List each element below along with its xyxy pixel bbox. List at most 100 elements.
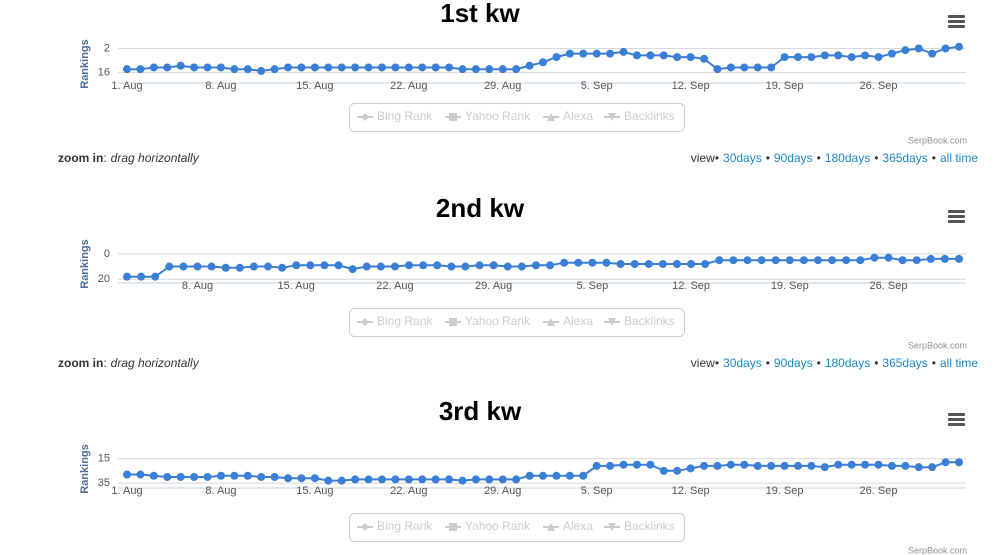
zoom-hint: drag horizontally — [111, 356, 200, 370]
range-link[interactable]: 180days — [825, 356, 870, 370]
x-tick-label: 22. Aug — [390, 485, 427, 497]
data-point — [632, 51, 641, 60]
legend-item[interactable]: Bing Rank — [357, 314, 433, 328]
legend-item[interactable]: Yahoo Rank — [445, 519, 531, 533]
range-link[interactable]: 30days — [723, 356, 762, 370]
x-tick-label: 8. Aug — [205, 485, 236, 497]
legend-item[interactable]: Backlinks — [604, 109, 675, 123]
data-point — [475, 261, 484, 270]
data-point — [743, 256, 752, 265]
x-tick-label: 22. Aug — [376, 280, 413, 292]
credit[interactable]: SerpBook.com — [908, 340, 967, 350]
x-tick-label: 22. Aug — [390, 80, 427, 92]
menu-button[interactable] — [948, 15, 965, 28]
data-point — [310, 474, 319, 483]
y-axis-title: Rankings — [79, 239, 91, 289]
data-point — [713, 461, 722, 470]
legend-item[interactable]: Alexa — [543, 519, 593, 533]
data-point — [471, 475, 480, 484]
chart-title: 3rd kw — [439, 396, 522, 426]
legend-item[interactable]: Bing Rank — [357, 109, 433, 123]
data-point — [458, 476, 467, 485]
data-point — [512, 475, 521, 484]
data-point — [887, 461, 896, 470]
x-tick-label: 19. Sep — [766, 80, 804, 92]
data-point — [207, 262, 216, 271]
x-tick-label: 12. Sep — [672, 280, 710, 292]
data-point — [235, 263, 244, 272]
data-point — [701, 260, 710, 268]
data-point — [216, 471, 225, 480]
legend-item[interactable]: Yahoo Rank — [445, 314, 531, 328]
range-link[interactable]: all time — [940, 151, 978, 165]
legend-item[interactable]: Backlinks — [604, 314, 675, 328]
legend-label: Yahoo Rank — [465, 109, 531, 123]
range-link[interactable]: 30days — [723, 151, 762, 165]
data-point — [632, 460, 641, 469]
data-point — [928, 463, 937, 472]
data-point — [807, 461, 816, 470]
menu-bar — [948, 423, 965, 426]
menu-button[interactable] — [948, 210, 965, 223]
legend-item[interactable]: Yahoo Rank — [445, 109, 531, 123]
data-point — [447, 262, 456, 271]
data-point — [592, 49, 601, 58]
legend-symbol — [547, 523, 555, 531]
data-point — [376, 262, 385, 271]
data-point — [512, 65, 521, 74]
legend-symbol — [547, 113, 555, 121]
range-link[interactable]: 365days — [882, 151, 927, 165]
range-link[interactable]: 365days — [882, 356, 927, 370]
legend-box — [349, 308, 685, 337]
data-point — [546, 261, 555, 270]
data-point — [901, 461, 910, 470]
view-range: view• 30days • 90days • 180days • 365days • all t… — [691, 151, 979, 165]
zoom-hint: drag horizontally — [111, 151, 200, 165]
x-tick-label: 29. Aug — [475, 280, 512, 292]
data-point — [700, 54, 709, 63]
legend-item[interactable]: Alexa — [543, 314, 593, 328]
chart-title: 1st kw — [440, 0, 520, 28]
data-point — [847, 460, 856, 469]
data-point — [560, 258, 569, 267]
data-point — [498, 65, 507, 74]
menu-bar — [948, 215, 965, 218]
range-link[interactable]: 90days — [774, 356, 813, 370]
data-point — [606, 49, 615, 58]
data-point — [243, 65, 252, 74]
zoom-instruction: zoom in: drag horizontally — [58, 151, 200, 165]
x-tick-label: 19. Sep — [771, 280, 809, 292]
x-tick-label: 26. Sep — [870, 280, 908, 292]
credit[interactable]: SerpBook.com — [908, 135, 967, 145]
separator: • — [766, 151, 770, 165]
data-point — [646, 460, 655, 469]
data-point — [552, 53, 561, 62]
legend-symbol — [449, 318, 457, 326]
data-point — [700, 461, 709, 470]
menu-button[interactable] — [948, 413, 965, 426]
x-tick-label: 12. Sep — [672, 80, 710, 92]
legend-item[interactable]: Backlinks — [604, 519, 675, 533]
data-point — [445, 475, 454, 484]
data-point — [539, 58, 547, 67]
data-point — [619, 47, 628, 56]
data-point — [278, 263, 287, 272]
x-tick-label: 1. Aug — [111, 80, 142, 92]
data-point — [940, 254, 949, 263]
data-point — [324, 476, 333, 485]
range-link[interactable]: all time — [940, 356, 978, 370]
data-point — [539, 471, 547, 480]
range-link[interactable]: 180days — [825, 151, 870, 165]
zoom-colon: : — [103, 356, 106, 370]
range-link[interactable]: 90days — [774, 151, 813, 165]
legend-item[interactable]: Bing Rank — [357, 519, 433, 533]
data-point — [525, 471, 534, 480]
legend-item[interactable]: Alexa — [543, 109, 593, 123]
data-point — [813, 256, 822, 265]
data-point — [243, 471, 252, 480]
x-tick-label: 26. Sep — [860, 485, 898, 497]
credit[interactable]: SerpBook.com — [908, 545, 967, 555]
data-point — [828, 256, 837, 265]
data-point — [351, 63, 360, 72]
legend-label: Yahoo Rank — [465, 519, 531, 533]
